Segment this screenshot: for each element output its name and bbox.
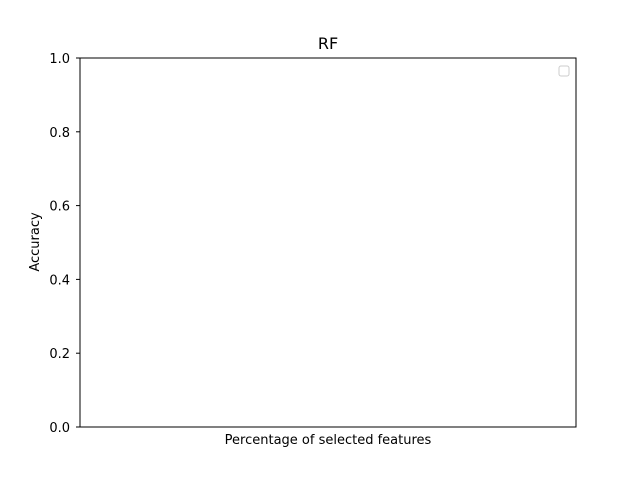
y-tick-label: 0.8 (49, 126, 70, 141)
y-tick-label: 0.0 (49, 421, 70, 436)
x-axis-label: Percentage of selected features (225, 433, 432, 448)
y-tick-label: 1.0 (49, 52, 70, 67)
chart-title: RF (318, 34, 338, 53)
plot-area (79, 57, 577, 428)
y-axis-label: Accuracy (28, 212, 43, 272)
y-tick-label: 0.6 (49, 200, 70, 215)
y-axis: 0.0 0.2 0.4 0.6 0.8 1.0 (49, 52, 80, 436)
y-tick-label: 0.2 (49, 347, 70, 362)
y-tick-label: 0.4 (49, 273, 70, 288)
legend-box (558, 65, 570, 77)
